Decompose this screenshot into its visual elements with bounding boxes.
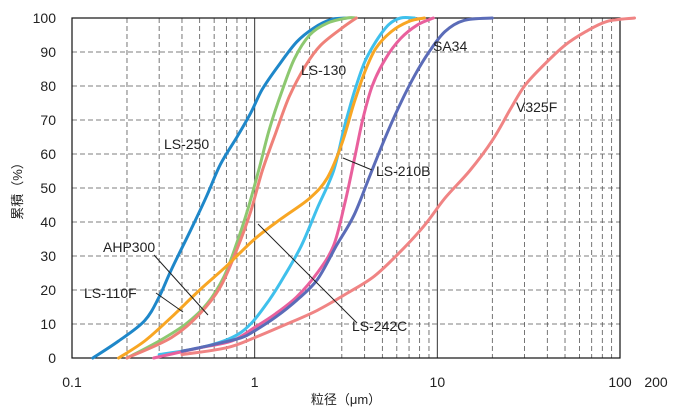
x-tick-label: 0.1 [62, 374, 82, 390]
series-label-ls-110f: LS-110F [84, 285, 137, 301]
y-tick-label: 80 [40, 78, 56, 94]
y-tick-label: 50 [40, 180, 56, 196]
y-tick-label: 90 [40, 44, 56, 60]
series-label-ls-210b: LS-210B [376, 163, 430, 179]
series-line-ls-210b [117, 16, 426, 360]
x-tick-labels: 0.1 1 10 100 200 [62, 374, 668, 390]
x-tick-label: 200 [644, 374, 668, 390]
series-label-ls-242c: LS-242C [352, 318, 407, 334]
series-label-ahp300: AHP300 [103, 239, 155, 255]
x-tick-label: 100 [608, 374, 632, 390]
x-tick-label: 10 [430, 374, 446, 390]
y-tick-label: 70 [40, 112, 56, 128]
x-tick-label: 1 [251, 374, 259, 390]
series-label-v325f: V325F [516, 99, 557, 115]
y-tick-label: 20 [40, 282, 56, 298]
leader-line-ls-242c [257, 223, 358, 324]
series-line-ls-130 [157, 16, 416, 357]
y-tick-label: 60 [40, 146, 56, 162]
series-line-ls-250 [91, 16, 349, 360]
leader-line-ls-110f [155, 292, 184, 313]
leader-line-ls-210b [342, 157, 373, 171]
series-line-ls-242c [152, 16, 435, 360]
y-tick-label: 0 [48, 350, 56, 366]
series-line-ls-110f [125, 16, 358, 360]
y-tick-label: 100 [33, 10, 57, 26]
series-label-ls-250: LS-250 [164, 136, 209, 152]
series-label-ls-130: LS-130 [301, 62, 346, 78]
series-label-sa34: SA34 [433, 38, 467, 54]
series-line-v325f [180, 16, 636, 357]
series-line-ahp300 [125, 16, 358, 360]
series-group [91, 16, 636, 360]
y-axis-label: 累積（%） [10, 156, 25, 220]
y-tick-label: 30 [40, 248, 56, 264]
leader-line-ahp300 [153, 254, 209, 316]
series-labels: LS-250 LS-110F AHP300 LS-130 LS-210B LS-242C S… [84, 38, 557, 334]
series-line-sa34 [180, 16, 494, 353]
y-tick-label: 10 [40, 316, 56, 332]
x-axis-label: 粒径（μm） [311, 392, 381, 407]
y-tick-labels: 0 10 20 30 40 50 60 70 80 90 100 [33, 10, 57, 366]
leader-lines [153, 157, 373, 324]
y-tick-label: 40 [40, 214, 56, 230]
